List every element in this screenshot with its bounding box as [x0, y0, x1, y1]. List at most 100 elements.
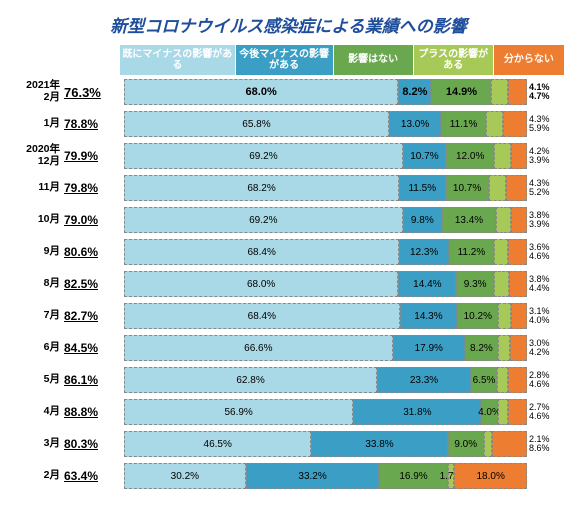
chart-row: 7月82.7%68.4%14.3%10.2%3.1%4.0%	[12, 301, 565, 331]
row-overflow-labels: 4.3%5.9%	[527, 115, 565, 133]
row-overflow-labels: 3.6%4.6%	[527, 243, 565, 261]
bar-segment: 11.1%	[441, 111, 486, 137]
bar-segment	[494, 239, 508, 265]
bar-segment: 4.0%	[481, 399, 497, 425]
bar-segment: 1.7%	[448, 463, 455, 489]
bar-segment	[509, 271, 527, 297]
stacked-bar: 69.2%10.7%12.0%	[124, 143, 527, 169]
bar-segment	[498, 399, 509, 425]
bar-segment: 68.0%	[124, 79, 398, 105]
bar-segment: 69.2%	[124, 207, 403, 233]
bar-segment	[498, 303, 510, 329]
bar-segment: 66.6%	[124, 335, 393, 361]
bar-segment: 31.8%	[353, 399, 481, 425]
bar-segment	[497, 367, 508, 393]
legend-item-3: プラスの影響がある	[414, 45, 494, 75]
bar-segment	[496, 207, 511, 233]
bar-segment: 68.4%	[124, 239, 399, 265]
legend-item-4: 分からない	[494, 45, 565, 75]
row-total: 76.3%	[64, 85, 124, 100]
bar-segment: 65.8%	[124, 111, 389, 137]
bar-segment	[491, 79, 508, 105]
bar-segment: 17.9%	[393, 335, 465, 361]
bar-segment: 9.0%	[448, 431, 484, 457]
row-overflow-labels: 3.8%3.9%	[527, 211, 565, 229]
bar-segment: 8.2%	[398, 79, 431, 105]
chart-row: 4月88.8%56.9%31.8%4.0%2.7%4.6%	[12, 397, 565, 427]
row-period-label: 9月	[12, 246, 64, 258]
bar-segment: 10.7%	[403, 143, 446, 169]
row-total: 80.6%	[64, 245, 124, 259]
chart-title: 新型コロナウイルス感染症による業績への影響	[12, 12, 565, 37]
bar-segment	[498, 335, 510, 361]
bar-segment: 14.3%	[400, 303, 458, 329]
row-total: 63.4%	[64, 469, 124, 483]
bar-segment: 10.7%	[446, 175, 489, 201]
bar-segment: 8.2%	[465, 335, 498, 361]
chart-row: 2月63.4%30.2%33.2%16.9%1.7%18.0%	[12, 461, 565, 491]
chart-row: 8月82.5%68.0%14.4%9.3%3.8%4.4%	[12, 269, 565, 299]
stacked-bar: 46.5%33.8%9.0%	[124, 431, 527, 457]
bar-segment: 16.9%	[379, 463, 447, 489]
bar-segment	[510, 335, 527, 361]
row-period-label: 3月	[12, 438, 64, 450]
stacked-bar: 68.0%14.4%9.3%	[124, 271, 527, 297]
bar-segment: 6.5%	[471, 367, 497, 393]
row-period-label: 1月	[12, 118, 64, 130]
row-overflow-labels: 3.0%4.2%	[527, 339, 565, 357]
bar-segment	[494, 271, 509, 297]
stacked-bar: 69.2%9.8%13.4%	[124, 207, 527, 233]
bar-segment: 9.3%	[456, 271, 494, 297]
bar-segment: 46.5%	[124, 431, 311, 457]
bar-segment: 18.0%	[454, 463, 527, 489]
row-overflow-labels: 2.1%8.6%	[527, 435, 565, 453]
bar-segment: 13.0%	[389, 111, 441, 137]
row-period-label: 11月	[12, 182, 64, 194]
row-period-label: 2021年2月	[12, 80, 64, 103]
row-total: 79.0%	[64, 213, 124, 227]
bar-segment	[511, 303, 527, 329]
bar-segment: 68.2%	[124, 175, 399, 201]
stacked-bar: 66.6%17.9%8.2%	[124, 335, 527, 361]
legend-item-2: 影響はない	[334, 45, 414, 75]
row-period-label: 4月	[12, 406, 64, 418]
row-overflow-labels: 4.1%4.7%	[527, 83, 565, 101]
legend-item-1: 今後マイナスの影響がある	[236, 45, 334, 75]
stacked-bar: 62.8%23.3%6.5%	[124, 367, 527, 393]
chart-row: 1月78.8%65.8%13.0%11.1%4.3%5.9%	[12, 109, 565, 139]
bar-segment: 62.8%	[124, 367, 377, 393]
chart-row: 3月80.3%46.5%33.8%9.0%2.1%8.6%	[12, 429, 565, 459]
bar-segment	[511, 143, 527, 169]
row-total: 84.5%	[64, 341, 124, 355]
row-total: 79.9%	[64, 149, 124, 163]
bar-segment: 68.0%	[124, 271, 398, 297]
bar-segment: 12.0%	[446, 143, 494, 169]
row-total: 88.8%	[64, 405, 124, 419]
bar-segment	[494, 143, 511, 169]
stacked-bar: 68.2%11.5%10.7%	[124, 175, 527, 201]
row-total: 86.1%	[64, 373, 124, 387]
row-overflow-labels: 3.8%4.4%	[527, 275, 565, 293]
bar-segment	[484, 431, 492, 457]
row-overflow-labels: 3.1%4.0%	[527, 307, 565, 325]
chart-row: 11月79.8%68.2%11.5%10.7%4.3%5.2%	[12, 173, 565, 203]
bar-segment: 9.8%	[403, 207, 442, 233]
chart-row: 5月86.1%62.8%23.3%6.5%2.8%4.6%	[12, 365, 565, 395]
row-overflow-labels: 2.8%4.6%	[527, 371, 565, 389]
stacked-bar: 68.4%12.3%11.2%	[124, 239, 527, 265]
row-period-label: 5月	[12, 374, 64, 386]
bar-segment: 12.3%	[399, 239, 449, 265]
bar-segment	[508, 399, 527, 425]
stacked-bar: 65.8%13.0%11.1%	[124, 111, 527, 137]
row-period-label: 8月	[12, 278, 64, 290]
row-period-label: 10月	[12, 214, 64, 226]
bar-segment: 13.4%	[442, 207, 496, 233]
bar-segment	[506, 175, 527, 201]
chart-row: 9月80.6%68.4%12.3%11.2%3.6%4.6%	[12, 237, 565, 267]
stacked-bar: 68.0%8.2%14.9%	[124, 79, 527, 105]
row-total: 78.8%	[64, 117, 124, 131]
row-overflow-labels: 4.3%5.2%	[527, 179, 565, 197]
bar-segment: 33.8%	[311, 431, 447, 457]
bar-segment: 11.5%	[399, 175, 445, 201]
chart-row: 10月79.0%69.2%9.8%13.4%3.8%3.9%	[12, 205, 565, 235]
